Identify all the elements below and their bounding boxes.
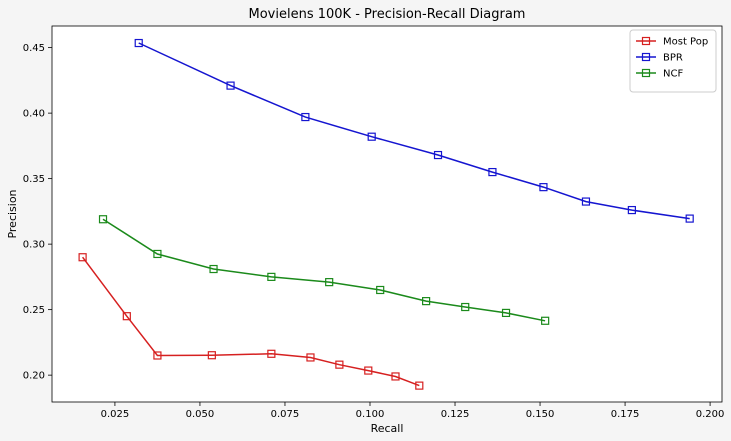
data-point-bpr [134,38,143,48]
data-point-most-pop [153,351,162,360]
x-tick-label: 0.075 [271,409,300,420]
legend-swatch-marker-bpr [641,52,651,62]
x-tick-label: 0.100 [356,409,385,420]
y-tick-label: 0.40 [23,109,45,120]
data-point-ncf [501,308,511,318]
y-tick-label: 0.20 [23,371,45,382]
data-point-bpr [301,112,310,122]
x-tick-label: 0.025 [101,409,130,420]
x-tick-label: 0.125 [441,409,470,420]
data-point-most-pop [364,366,373,375]
series-line-bpr [138,42,690,220]
data-point-ncf [461,302,470,312]
legend-label-bpr: BPR [663,53,683,64]
data-point-most-pop [267,349,276,358]
data-point-most-pop [415,381,424,390]
x-axis: 0.025 0.050 0.075 0.100 0.125 0.150 0.175 0.200 [101,402,725,420]
y-tick-label: 0.35 [23,174,45,185]
legend-swatch-marker-ncf [641,68,651,78]
y-tick-label: 0.45 [23,43,45,54]
series-layer [78,38,694,390]
series-line-most-pop [81,256,420,387]
data-point-ncf [422,297,431,306]
plot-frame [51,25,723,403]
data-point-ncf [153,249,162,259]
data-point-ncf [325,278,334,287]
data-point-most-pop [122,312,131,321]
data-point-bpr [226,81,235,90]
chart-title: Movielens 100K - Precision-Recall Diagra… [249,7,526,22]
data-point-most-pop [306,353,315,362]
x-tick-label: 0.200 [696,409,725,420]
data-point-bpr [433,150,443,160]
data-point-bpr [685,214,694,223]
x-tick-label: 0.050 [186,409,215,420]
x-tick-label: 0.175 [611,409,640,420]
y-axis: 0.20 0.25 0.30 0.35 0.40 0.45 [23,43,52,382]
data-point-ncf [267,272,276,281]
data-point-bpr [627,205,636,215]
legend-swatch-marker-most-pop [641,36,651,46]
x-tick-label: 0.150 [526,409,555,420]
y-tick-label: 0.30 [23,240,45,251]
data-point-ncf [98,215,108,224]
data-point-bpr [581,197,591,206]
plot-area [52,26,722,402]
data-point-ncf [209,264,218,274]
legend-label-ncf: NCF [663,69,683,80]
legend: Most Pop BPR NCF [629,29,717,93]
y-axis-label: Precision [6,189,19,238]
legend-box [629,29,717,93]
y-tick-label: 0.25 [23,305,45,316]
data-point-most-pop [78,253,87,262]
data-point-ncf [541,316,550,325]
data-point-bpr [488,167,497,177]
data-point-bpr [539,183,548,192]
legend-label-most-pop: Most Pop [663,37,708,48]
data-point-most-pop [207,351,216,360]
data-point-ncf [376,285,385,295]
data-point-most-pop [391,372,400,381]
x-axis-label: Recall [371,422,404,435]
data-point-bpr [367,132,376,141]
data-point-most-pop [335,360,344,369]
series-line-ncf [102,218,546,322]
